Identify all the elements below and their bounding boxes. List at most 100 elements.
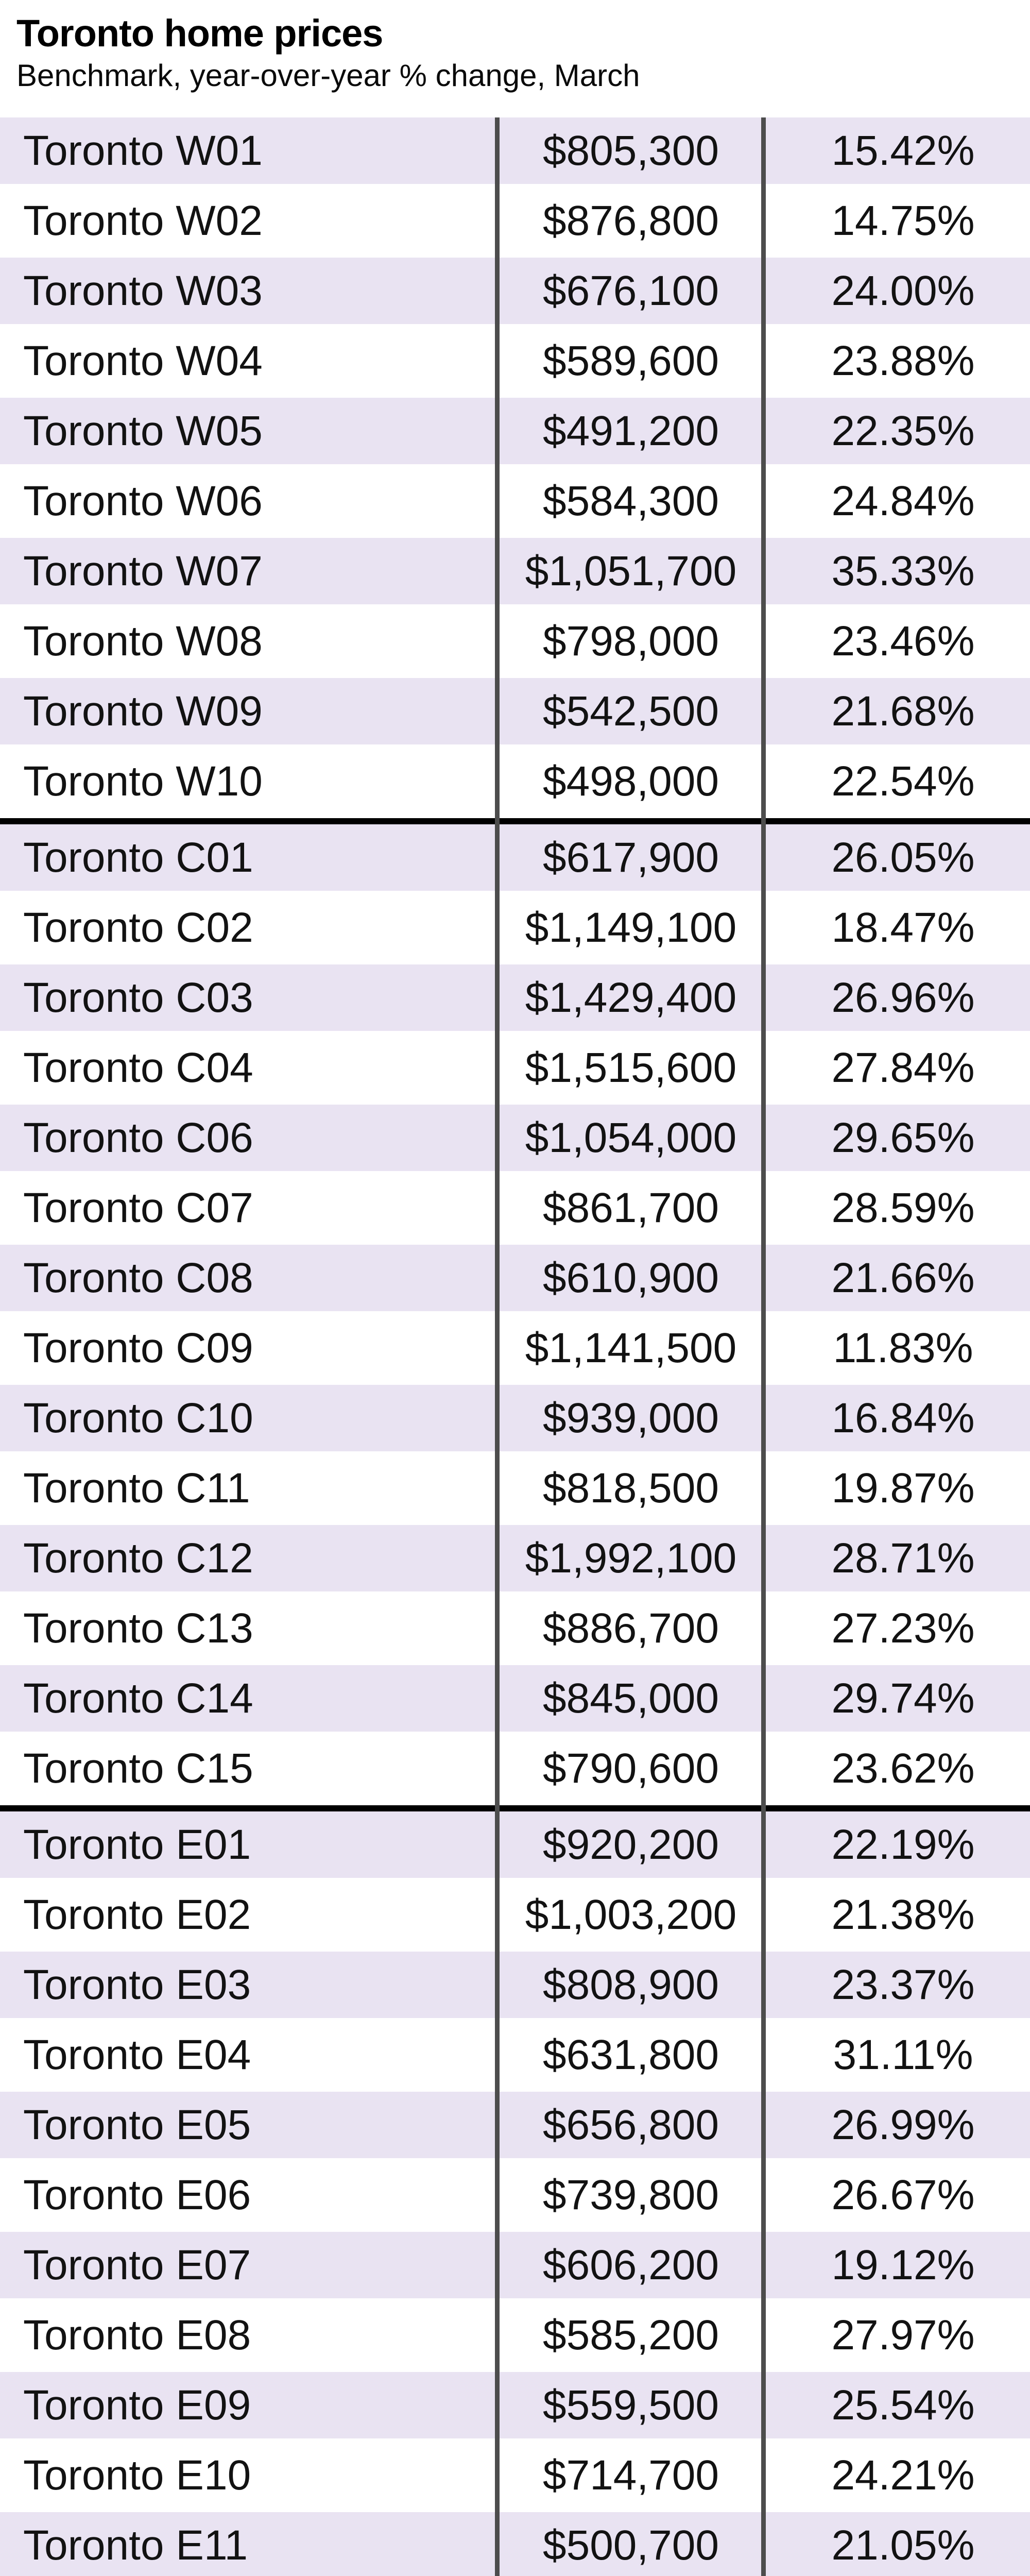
yoy-change-percent: 23.62% xyxy=(831,1744,975,1792)
benchmark-price: $1,054,000 xyxy=(525,1114,737,1161)
row-cells: Toronto C04 $1,515,600 27.84% xyxy=(0,1035,1030,1101)
yoy-change-percent: 24.21% xyxy=(831,2451,975,2499)
area-label: Toronto W09 xyxy=(23,687,263,735)
benchmark-price: $818,500 xyxy=(542,1464,719,1512)
row-cells: Toronto C12 $1,992,100 28.71% xyxy=(0,1525,1030,1591)
benchmark-price: $656,800 xyxy=(542,2101,719,2148)
area-label: Toronto W04 xyxy=(23,337,263,384)
yoy-change-percent: 19.87% xyxy=(831,1464,975,1512)
table-row: Toronto W03 $676,100 24.00% xyxy=(0,258,1030,328)
row-background-band xyxy=(0,2372,1030,2438)
row-cells: Toronto E08 $585,200 27.97% xyxy=(0,2302,1030,2368)
benchmark-price: $631,800 xyxy=(542,2031,719,2078)
table-row: Toronto E04 $631,800 31.11% xyxy=(0,2022,1030,2092)
yoy-change-percent: 24.00% xyxy=(831,267,975,314)
table-row: Toronto C03 $1,429,400 26.96% xyxy=(0,964,1030,1035)
yoy-change-percent: 29.74% xyxy=(831,1674,975,1722)
area-label: Toronto E05 xyxy=(23,2101,251,2148)
row-cells: Toronto C02 $1,149,100 18.47% xyxy=(0,894,1030,961)
benchmark-price: $589,600 xyxy=(542,337,719,384)
row-cells: Toronto W08 $798,000 23.46% xyxy=(0,608,1030,674)
yoy-change-percent: 27.84% xyxy=(831,1044,975,1091)
benchmark-price: $1,141,500 xyxy=(525,1324,737,1371)
yoy-change-percent: 21.68% xyxy=(831,687,975,735)
benchmark-price: $1,003,200 xyxy=(525,1891,737,1938)
area-label: Toronto W05 xyxy=(23,407,263,454)
yoy-change-percent: 28.71% xyxy=(831,1534,975,1582)
area-label: Toronto W10 xyxy=(23,757,263,805)
table-row: Toronto W08 $798,000 23.46% xyxy=(0,608,1030,678)
row-cells: Toronto W09 $542,500 21.68% xyxy=(0,678,1030,744)
table-row: Toronto E01 $920,200 22.19% xyxy=(0,1811,1030,1882)
benchmark-price: $617,900 xyxy=(542,834,719,881)
table-row: Toronto W01 $805,300 15.42% xyxy=(0,117,1030,188)
section-separator xyxy=(0,818,1030,824)
table-row: Toronto C07 $861,700 28.59% xyxy=(0,1175,1030,1245)
table-row: Toronto C15 $790,600 23.62% xyxy=(0,1735,1030,1805)
table-row: Toronto W04 $589,600 23.88% xyxy=(0,328,1030,398)
yoy-change-percent: 25.54% xyxy=(831,2381,975,2429)
area-label: Toronto E03 xyxy=(23,1961,251,2008)
benchmark-price: $886,700 xyxy=(542,1604,719,1652)
area-label: Toronto C01 xyxy=(23,834,253,881)
row-background-band xyxy=(0,1525,1030,1591)
benchmark-price: $584,300 xyxy=(542,477,719,524)
benchmark-price: $606,200 xyxy=(542,2241,719,2289)
row-cells: Toronto W05 $491,200 22.35% xyxy=(0,398,1030,464)
area-label: Toronto C04 xyxy=(23,1044,253,1091)
row-background-band xyxy=(0,538,1030,604)
table-row: Toronto W02 $876,800 14.75% xyxy=(0,188,1030,258)
benchmark-price: $542,500 xyxy=(542,687,719,735)
row-cells: Toronto E04 $631,800 31.11% xyxy=(0,2022,1030,2088)
row-background-band xyxy=(0,824,1030,891)
row-cells: Toronto E11 $500,700 21.05% xyxy=(0,2512,1030,2576)
section-separator xyxy=(0,1805,1030,1811)
yoy-change-percent: 19.12% xyxy=(831,2241,975,2289)
table-row: Toronto E07 $606,200 19.12% xyxy=(0,2232,1030,2302)
row-cells: Toronto C15 $790,600 23.62% xyxy=(0,1735,1030,1802)
row-background-band xyxy=(0,1105,1030,1171)
benchmark-price: $714,700 xyxy=(542,2451,719,2499)
table-row: Toronto C08 $610,900 21.66% xyxy=(0,1245,1030,1315)
row-background-band xyxy=(0,2232,1030,2298)
yoy-change-percent: 31.11% xyxy=(833,2031,973,2078)
area-label: Toronto C13 xyxy=(23,1604,253,1652)
yoy-change-percent: 27.23% xyxy=(831,1604,975,1652)
column-divider-change xyxy=(761,117,766,2576)
row-cells: Toronto C13 $886,700 27.23% xyxy=(0,1595,1030,1662)
row-cells: Toronto E09 $559,500 25.54% xyxy=(0,2372,1030,2438)
yoy-change-percent: 22.35% xyxy=(831,407,975,454)
area-label: Toronto W01 xyxy=(23,127,263,174)
area-label: Toronto W02 xyxy=(23,197,263,244)
benchmark-price: $876,800 xyxy=(542,197,719,244)
row-cells: Toronto E01 $920,200 22.19% xyxy=(0,1811,1030,1878)
benchmark-price: $1,149,100 xyxy=(525,904,737,951)
yoy-change-percent: 11.83% xyxy=(833,1324,973,1371)
area-label: Toronto E01 xyxy=(23,1821,251,1868)
row-cells: Toronto C10 $939,000 16.84% xyxy=(0,1385,1030,1451)
table-row: Toronto E09 $559,500 25.54% xyxy=(0,2372,1030,2442)
row-cells: Toronto C06 $1,054,000 29.65% xyxy=(0,1105,1030,1171)
row-cells: Toronto W04 $589,600 23.88% xyxy=(0,328,1030,394)
benchmark-price: $808,900 xyxy=(542,1961,719,2008)
yoy-change-percent: 24.84% xyxy=(831,477,975,524)
area-label: Toronto C14 xyxy=(23,1674,253,1722)
area-label: Toronto C09 xyxy=(23,1324,253,1371)
row-background-band xyxy=(0,1665,1030,1732)
page-title: Toronto home prices xyxy=(16,12,383,55)
table-row: Toronto C11 $818,500 19.87% xyxy=(0,1455,1030,1525)
table-row: Toronto W05 $491,200 22.35% xyxy=(0,398,1030,468)
area-label: Toronto W08 xyxy=(23,617,263,665)
area-label: Toronto E11 xyxy=(23,2521,248,2569)
row-background-band xyxy=(0,1385,1030,1451)
table-row: Toronto W10 $498,000 22.54% xyxy=(0,748,1030,818)
yoy-change-percent: 22.19% xyxy=(831,1821,975,1868)
table-row: Toronto C13 $886,700 27.23% xyxy=(0,1595,1030,1665)
benchmark-price: $739,800 xyxy=(542,2171,719,2218)
row-cells: Toronto E07 $606,200 19.12% xyxy=(0,2232,1030,2298)
row-background-band xyxy=(0,398,1030,464)
table-row: Toronto W07 $1,051,700 35.33% xyxy=(0,538,1030,608)
table-row: Toronto E10 $714,700 24.21% xyxy=(0,2442,1030,2512)
table-row: Toronto C06 $1,054,000 29.65% xyxy=(0,1105,1030,1175)
